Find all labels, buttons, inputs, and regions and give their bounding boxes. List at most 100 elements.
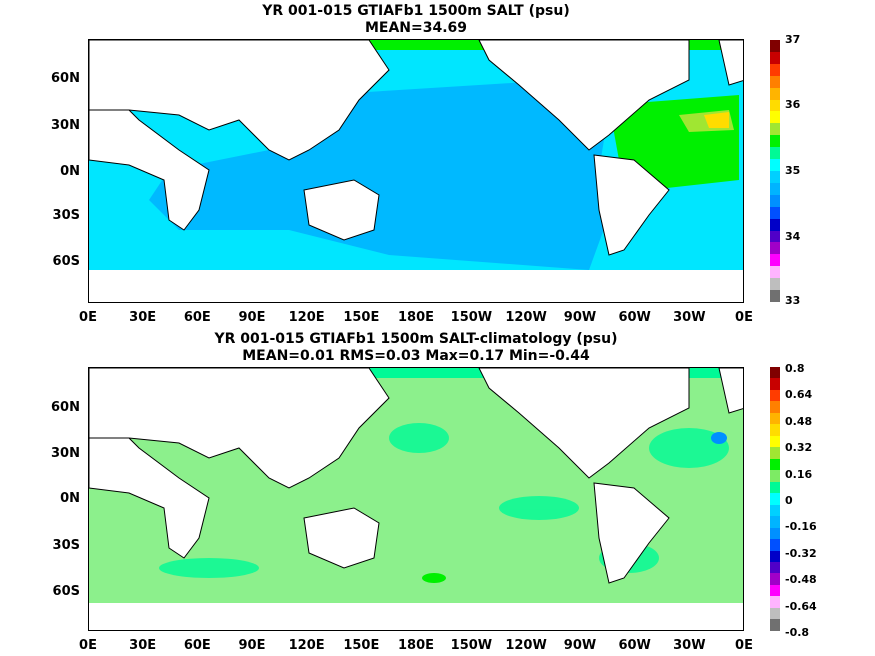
top-y-label-30n: 30N	[51, 118, 80, 133]
colorbar-segment	[770, 242, 780, 255]
colorbar-segment	[770, 40, 780, 52]
top-colorbar	[770, 40, 780, 302]
bottom-x-label: 60E	[183, 638, 211, 653]
bottom-cb-label: 0.48	[785, 414, 813, 428]
colorbar-segment	[770, 254, 780, 267]
bottom-cb-label: 0.8	[785, 362, 805, 375]
colorbar-segment	[770, 584, 780, 597]
australia-shape-2	[303, 507, 380, 569]
colorbar-segment	[770, 378, 780, 390]
top-cb-label-36: 36	[785, 98, 801, 111]
africa-shape	[89, 99, 210, 231]
top-x-label: 120E	[288, 310, 325, 325]
top-cb-label-37: 37	[785, 33, 801, 46]
bottom-colorbar	[770, 367, 780, 631]
colorbar-segment	[770, 516, 780, 528]
colorbar-segment	[770, 619, 780, 631]
bottom-x-label: 150W	[450, 638, 493, 653]
colorbar-segment	[770, 412, 780, 425]
colorbar-segment	[770, 389, 780, 402]
colorbar-segment	[770, 230, 780, 243]
bottom-cb-label: -0.64	[785, 599, 817, 613]
bottom-map-stats: MEAN=0.01 RMS=0.03 Max=0.17 Min=-0.44	[242, 348, 590, 364]
colorbar-segment	[770, 194, 780, 207]
north-america-shape	[478, 40, 690, 151]
south-america-shape	[593, 154, 670, 256]
colorbar-segment	[770, 51, 780, 64]
top-y-label-60s: 60S	[52, 254, 80, 269]
bottom-x-label: 0E	[735, 638, 753, 653]
bottom-cb-label: 0	[785, 494, 793, 507]
bottom-cb-label: -0.16	[785, 520, 817, 534]
colorbar-segment	[770, 111, 780, 124]
top-x-label: 90W	[563, 310, 597, 325]
colorbar-segment	[770, 527, 780, 540]
top-cb-label-34: 34	[785, 230, 801, 243]
bottom-x-label: 90W	[563, 638, 597, 653]
south-america-shape-2	[593, 482, 670, 584]
colorbar-segment	[770, 401, 780, 413]
australia-shape	[303, 179, 380, 241]
colorbar-segment	[770, 87, 780, 100]
colorbar-segment	[770, 135, 780, 148]
bottom-x-label: 30W	[673, 638, 706, 653]
top-x-label: 30W	[673, 310, 706, 325]
top-cb-label-33: 33	[785, 294, 801, 307]
europe-edge-shape	[718, 40, 743, 86]
bottom-x-label: 30E	[129, 638, 157, 653]
top-x-label: 150E	[343, 310, 380, 325]
colorbar-segment	[770, 550, 780, 562]
colorbar-segment	[770, 561, 780, 574]
colorbar-segment	[770, 424, 780, 436]
colorbar-segment	[770, 147, 780, 160]
bottom-cb-label: 0.64	[785, 388, 813, 402]
bottom-cb-label: 0.16	[785, 467, 813, 481]
colorbar-segment	[770, 539, 780, 551]
bottom-y-label-30n: 30N	[51, 446, 80, 461]
bottom-x-label: 0E	[79, 638, 97, 653]
colorbar-segment	[770, 596, 780, 608]
bottom-cb-label: -0.48	[785, 573, 817, 587]
eurasia-shape	[89, 40, 390, 161]
top-x-label: 30E	[129, 310, 157, 325]
bottom-cb-label: -0.32	[785, 546, 817, 560]
colorbar-segment	[770, 481, 780, 494]
colorbar-segment	[770, 75, 780, 88]
colorbar-segment	[770, 170, 780, 183]
colorbar-segment	[770, 504, 780, 517]
colorbar-segment	[770, 458, 780, 471]
top-x-label: 150W	[450, 310, 493, 325]
colorbar-segment	[770, 470, 780, 482]
bottom-x-label: 150E	[343, 638, 380, 653]
bottom-x-label: 120E	[288, 638, 325, 653]
colorbar-segment	[770, 435, 780, 448]
top-x-label: 0E	[735, 310, 753, 325]
top-map-title: YR 001-015 GTIAFb1 1500m SALT (psu)	[262, 3, 570, 19]
bottom-map-title: YR 001-015 GTIAFb1 1500m SALT-climatolog…	[214, 331, 618, 347]
bottom-cb-label: 0.32	[785, 441, 813, 455]
north-america-shape-2	[478, 368, 690, 479]
colorbar-segment	[770, 206, 780, 219]
bottom-y-label-0n: 0N	[60, 491, 80, 506]
top-y-label-60n: 60N	[51, 71, 80, 86]
bottom-x-label: 90E	[238, 638, 266, 653]
bottom-x-label: 180E	[397, 638, 435, 653]
top-x-label: 120W	[505, 310, 547, 325]
colorbar-segment	[770, 63, 780, 76]
eurasia-shape-2	[89, 368, 390, 489]
colorbar-segment	[770, 290, 780, 302]
top-x-label: 0E	[79, 310, 97, 325]
colorbar-segment	[770, 123, 780, 136]
top-y-label-30s: 30S	[52, 208, 80, 223]
top-cb-label-35: 35	[785, 164, 801, 177]
top-salinity-map	[88, 39, 744, 303]
top-x-label: 60W	[618, 310, 651, 325]
colorbar-segment	[770, 99, 780, 112]
colorbar-segment	[770, 266, 780, 279]
colorbar-segment	[770, 607, 780, 620]
colorbar-segment	[770, 218, 780, 231]
bottom-y-label-30s: 30S	[52, 538, 80, 553]
colorbar-segment	[770, 493, 780, 505]
africa-shape-2	[89, 427, 210, 559]
bottom-x-label: 120W	[505, 638, 547, 653]
